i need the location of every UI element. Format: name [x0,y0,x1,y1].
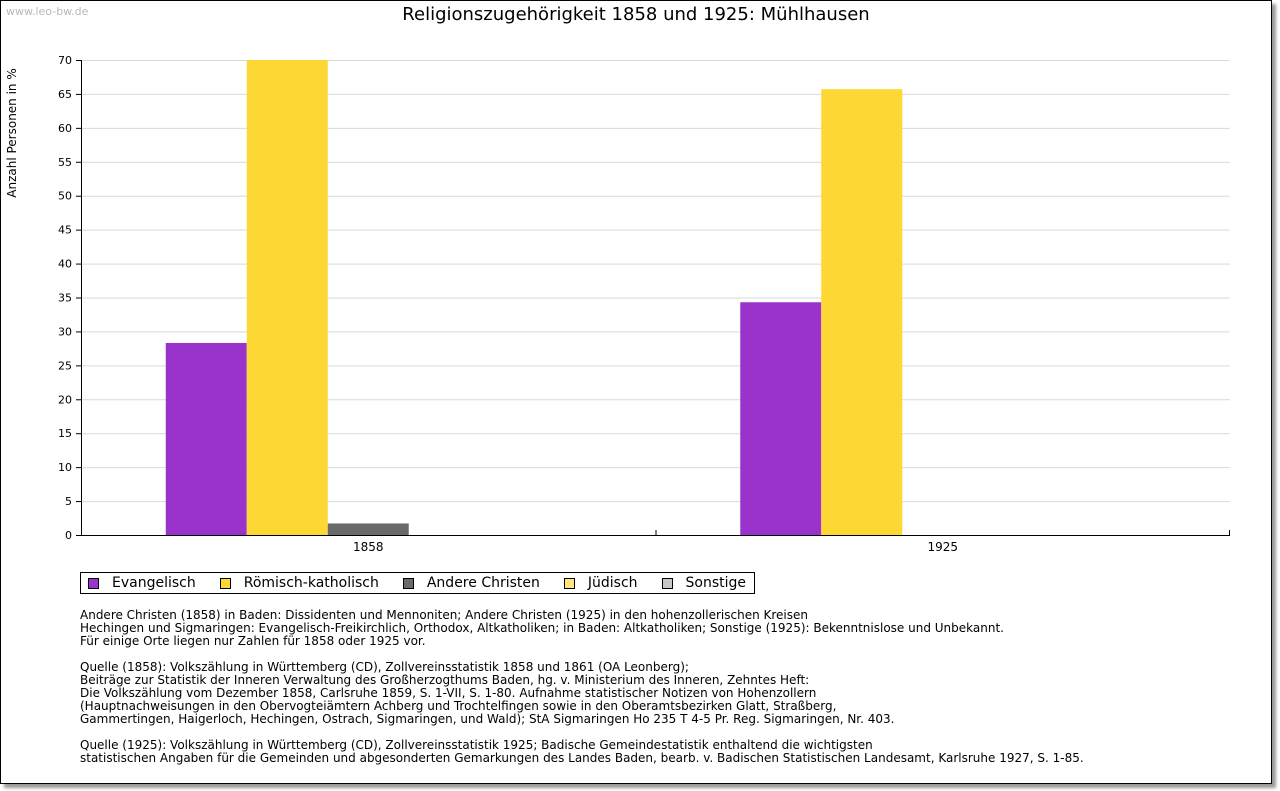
x-tick-label: 1925 [927,540,958,554]
y-tick-label: 55 [58,156,72,169]
bar [327,523,409,535]
note-block: Quelle (1858): Volkszählung in Württembe… [80,661,1084,726]
bar [246,60,328,535]
legend-swatch [402,577,414,589]
note-line: Die Volkszählung vom Dezember 1858, Carl… [80,686,817,700]
y-tick-label: 5 [65,495,72,508]
legend-swatch [219,577,231,589]
y-tick-label: 20 [58,393,72,406]
note-line: (Hauptnachweisungen in den Obervogteiämt… [80,699,837,713]
legend-label: Evangelisch [112,575,196,591]
y-tick-label: 70 [58,54,72,67]
y-tick-label: 25 [58,359,72,372]
legend-label: Römisch-katholisch [243,575,379,591]
legend-label: Sonstige [685,575,747,591]
note-line: Beiträge zur Statistik der Inneren Verwa… [80,673,810,687]
legend-item: Andere Christen [402,575,540,591]
legend-item: Sonstige [661,575,747,591]
legend-item: Evangelisch [88,575,196,591]
legend-label: Jüdisch [587,575,638,591]
legend-item: Jüdisch [563,575,638,591]
bar [821,89,903,535]
note-line: Gammertingen, Haigerloch, Hechingen, Ost… [80,712,895,726]
note-line: Quelle (1925): Volkszählung in Württembe… [80,738,873,752]
notes: Andere Christen (1858) in Baden: Disside… [80,609,1084,778]
y-tick-label: 40 [58,258,72,271]
bar [165,342,247,535]
y-tick-label: 30 [58,325,72,338]
bar-chart: 0 5 10 15 20 25 30 35 40 45 50 55 60 65 70 Anzahl Perso… [5,54,1230,554]
watermark: www.leo-bw.de [6,5,89,18]
y-tick-label: 35 [58,292,72,305]
note-block: Quelle (1925): Volkszählung in Württembe… [80,739,1084,765]
y-axis-label: Anzahl Personen in % [5,68,19,198]
note-line: Für einige Orte liegen nur Zahlen für 18… [80,634,426,648]
legend-swatch [88,577,99,589]
y-tick-label: 65 [58,88,72,101]
legend-swatch [661,577,673,589]
bar [740,302,822,535]
note-block: Andere Christen (1858) in Baden: Disside… [80,609,1084,648]
y-tick-label: 45 [58,224,72,237]
y-tick-label: 0 [65,529,72,542]
y-tick-label: 15 [58,427,72,440]
note-line: statistischen Angaben für die Gemeinden … [80,751,1084,765]
legend-swatch [563,577,575,589]
note-line: Quelle (1858): Volkszählung in Württembe… [80,660,689,674]
legend-label: Andere Christen [426,575,540,591]
y-tick-label: 60 [58,122,72,135]
note-line: Hechingen und Sigmaringen: Evangelisch-F… [80,621,1004,635]
legend: Evangelisch Römisch-katholisch Andere Chri… [80,572,756,594]
y-tick-label: 10 [58,461,72,474]
x-tick-label: 1858 [353,540,384,554]
chart-title: Religionszugehörigkeit 1858 und 1925: Mü… [402,4,870,25]
y-tick-label: 50 [58,190,72,203]
legend-item: Römisch-katholisch [219,575,379,591]
note-line: Andere Christen (1858) in Baden: Disside… [80,608,808,622]
